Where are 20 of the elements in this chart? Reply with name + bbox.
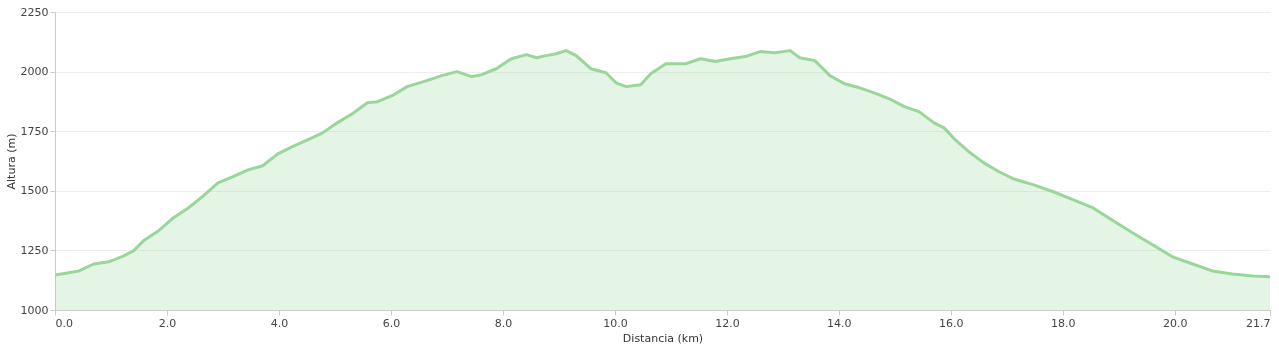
x-tick-label: 6.0 (382, 316, 401, 330)
x-tick-label: 0.0 (55, 316, 73, 330)
x-tick-label: 10.0 (603, 316, 628, 330)
y-tick-label: 1000 (20, 303, 49, 317)
x-tick-label: 16.0 (939, 316, 964, 330)
x-axis-title: Distancia (km) (622, 331, 704, 345)
y-tick-label: 2250 (20, 5, 49, 19)
y-tick-label: 1500 (20, 184, 49, 198)
x-tick-label: 18.0 (1051, 316, 1076, 330)
x-tick-label: 4.0 (270, 316, 289, 330)
x-tick-label: 14.0 (827, 316, 852, 330)
y-axis-title: Altura (m) (4, 133, 18, 190)
x-tick-label: 8.0 (494, 316, 513, 330)
x-tick-label: 2.0 (158, 316, 177, 330)
y-tick-label: 2000 (20, 65, 49, 79)
x-tick-label: 21.7 (1246, 316, 1271, 330)
y-tick-label: 1750 (20, 124, 49, 138)
y-tick-label: 1250 (20, 243, 49, 257)
x-tick-label: 12.0 (715, 316, 740, 330)
x-tick-label: 20.0 (1163, 316, 1188, 330)
